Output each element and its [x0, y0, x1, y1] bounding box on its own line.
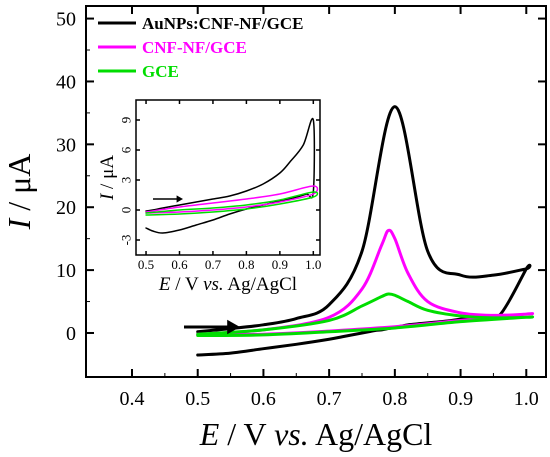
plot-frame — [135, 99, 321, 256]
series-1-line — [145, 185, 319, 214]
x-tick-label: 1.0 — [514, 388, 539, 410]
y-axis-title: I / μA — [97, 155, 118, 201]
series-0-line — [145, 117, 316, 234]
x-tick-label: 0.4 — [120, 388, 145, 410]
x-axis-title: E / V vs. Ag/AgCl — [158, 274, 297, 295]
y-tick-label: 0 — [119, 207, 134, 214]
x-axis-title-ref: Ag/AgCl — [224, 274, 297, 295]
y-tick-label: 20 — [56, 197, 76, 219]
x-axis-title-unit: / V — [219, 416, 274, 452]
legend-label: CNF-NF/GCE — [142, 38, 247, 57]
y-axis-title-var: I — [1, 217, 37, 230]
x-tick-label: 0.8 — [382, 388, 407, 410]
x-axis-title-unit: / V — [171, 274, 204, 295]
x-tick-label: 0.9 — [448, 388, 473, 410]
legend-label: GCE — [142, 62, 179, 81]
arrow-head-icon — [227, 319, 240, 335]
x-tick-label: 0.7 — [205, 257, 222, 272]
x-tick-label: 0.9 — [272, 257, 288, 272]
y-tick-label: 9 — [119, 117, 134, 124]
series-2-line — [196, 292, 535, 337]
y-tick-label: 50 — [56, 9, 76, 31]
y-tick-label: -3 — [119, 235, 134, 246]
y-tick-label: 30 — [56, 134, 76, 156]
y-axis-title-unit: / μA — [1, 154, 37, 219]
y-axis-title-unit: / μA — [97, 155, 118, 194]
x-axis-title-vs: vs. — [203, 274, 224, 295]
x-tick-label: 1.0 — [305, 257, 321, 272]
x-axis-title: E / V vs. Ag/AgCl — [199, 416, 433, 452]
x-tick-label: 0.7 — [317, 388, 342, 410]
x-axis-title-ref: Ag/AgCl — [309, 416, 433, 452]
y-tick-label: 0 — [66, 323, 76, 345]
inset-background — [136, 100, 320, 255]
y-tick-label: 6 — [119, 146, 134, 153]
x-axis-title-vs: vs. — [274, 416, 309, 452]
x-axis-title-var: E — [199, 416, 220, 452]
plot-frame — [85, 5, 547, 378]
y-axis-title-var: I — [97, 192, 118, 201]
x-axis-title-var: E — [158, 274, 171, 295]
y-tick-label: 3 — [119, 177, 134, 184]
x-tick-label: 0.6 — [171, 257, 188, 272]
x-tick-label: 0.5 — [138, 257, 154, 272]
legend-label: AuNPs:CNF-NF/GCE — [142, 14, 304, 33]
y-axis-title: I / μA — [1, 154, 37, 231]
arrow-head-icon — [176, 195, 183, 203]
x-tick-label: 0.5 — [185, 388, 210, 410]
x-tick-label: 0.8 — [238, 257, 254, 272]
y-tick-label: 40 — [56, 71, 76, 93]
inset-chart: 0.5 0.6 0.7 0.8 0.9 1.0 -3 0 3 6 9 E / V vs. Ag/AgC… — [97, 99, 321, 295]
series-2-line — [145, 191, 319, 216]
x-tick-label: 0.6 — [251, 388, 276, 410]
y-tick-label: 10 — [56, 260, 76, 282]
